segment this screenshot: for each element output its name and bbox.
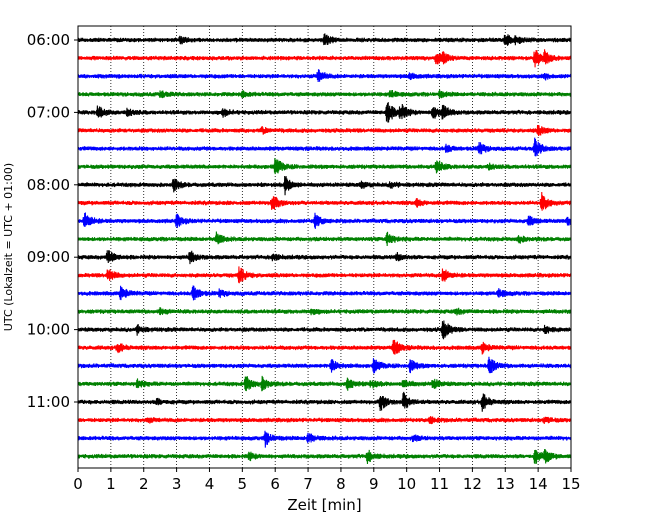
- trace-0600: [77, 33, 572, 46]
- trace-0845: [77, 231, 572, 247]
- trace-1130: [77, 430, 572, 448]
- y-tick-label: 11:00: [27, 393, 70, 411]
- trace-0930: [77, 285, 572, 301]
- trace-0945: [77, 307, 572, 316]
- x-tick-label: 15: [561, 475, 580, 493]
- trace-0900: [77, 250, 572, 265]
- trace-0815: [77, 192, 572, 211]
- y-tick-label: 10:00: [27, 321, 70, 339]
- trace-1115: [77, 416, 572, 425]
- y-tick-label: 07:00: [27, 103, 70, 121]
- trace-0715: [77, 124, 572, 137]
- x-tick-label: 7: [303, 475, 313, 493]
- y-tick-label: 06:00: [27, 31, 70, 49]
- axis-layer: 0 1 2 3 4 5 6 7 8 9 10 11 12 13 14 1506:0007:0008:0009:…: [27, 31, 581, 493]
- trace-layer: [77, 33, 572, 465]
- x-axis-label: Zeit [min]: [287, 496, 361, 514]
- x-tick-label: 10: [397, 475, 416, 493]
- trace-0615: [77, 49, 572, 68]
- x-tick-label: 6: [270, 475, 280, 493]
- trace-0745: [77, 158, 572, 175]
- trace-1030: [77, 356, 572, 374]
- y-axis-label: UTC (Lokalzeit = UTC + 01:00): [2, 163, 15, 331]
- x-tick-label: 14: [529, 475, 548, 493]
- x-tick-label: 1: [106, 475, 116, 493]
- trace-0700: [77, 102, 572, 123]
- trace-0830: [77, 212, 572, 229]
- x-tick-label: 8: [336, 475, 346, 493]
- trace-0730: [77, 137, 572, 157]
- trace-0915: [77, 266, 572, 284]
- trace-0800: [77, 175, 572, 196]
- trace-0645: [77, 89, 572, 99]
- x-tick-label: 4: [205, 475, 215, 493]
- x-tick-label: 2: [139, 475, 149, 493]
- trace-1000: [77, 320, 572, 340]
- x-tick-label: 3: [172, 475, 182, 493]
- trace-1045: [77, 375, 572, 392]
- trace-1100: [77, 391, 572, 412]
- trace-1145: [77, 449, 572, 465]
- x-tick-label: 5: [238, 475, 248, 493]
- plot-frame: [77, 25, 572, 469]
- x-tick-label: 0: [73, 475, 83, 493]
- x-tick-label: 11: [430, 475, 449, 493]
- y-tick-label: 08:00: [27, 176, 70, 194]
- trace-0630: [77, 69, 572, 82]
- x-tick-label: 9: [369, 475, 379, 493]
- x-tick-label: 12: [463, 475, 482, 493]
- x-tick-label: 13: [496, 475, 515, 493]
- y-tick-label: 09:00: [27, 248, 70, 266]
- trace-1015: [77, 339, 572, 355]
